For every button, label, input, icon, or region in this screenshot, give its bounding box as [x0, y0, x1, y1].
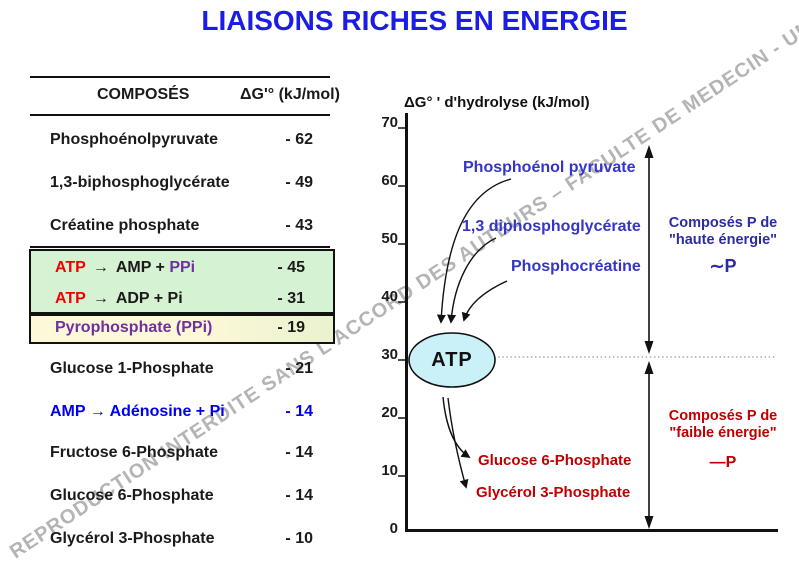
label-glucose6p: Glucose 6-Phosphate: [478, 452, 632, 469]
ppi-highlight-box: [29, 314, 335, 344]
table-header-dg: ΔG'° (kJ/mol): [240, 86, 340, 103]
table-row-value: - 45: [277, 259, 305, 276]
table-row-value: - 62: [285, 131, 313, 148]
products-text: AMP +: [115, 259, 170, 276]
label-diphosphoglycerate: 1,3 diphosphoglycérate: [462, 218, 641, 235]
y-tick-label: 40: [381, 288, 398, 305]
table-row: Glucose 1-Phosphate: [50, 360, 214, 377]
table-row-value: - 14: [285, 444, 313, 461]
table-row: 1,3-biphosphoglycérate: [50, 174, 230, 191]
high-energy-annotation: Composés P de "haute énergie" ∼P: [648, 215, 798, 275]
table-row-value: - 14: [285, 403, 313, 420]
arrows-out-of-atp: [442, 396, 471, 489]
table-mid-rule: [30, 246, 330, 248]
products-text: ADP + Pi: [115, 290, 183, 307]
table-row: Fructose 6-Phosphate: [50, 444, 219, 461]
y-tick-label: 0: [389, 520, 398, 537]
atp-text: ATP: [55, 290, 86, 307]
y-tick-label: 50: [381, 230, 398, 247]
atp-ellipse: [408, 332, 496, 388]
arrowhead-down-icon: [644, 516, 654, 529]
table-header-compounds: COMPOSÉS: [97, 86, 190, 103]
table-header-rule: [30, 114, 330, 116]
label-phosphocreatine: Phosphocréatine: [511, 258, 641, 275]
table-top-rule: [30, 76, 330, 78]
y-tick-label: 60: [381, 172, 398, 189]
high-energy-line2: "haute énergie": [668, 232, 778, 248]
table-row-value: - 31: [277, 290, 305, 307]
atp-to-gly3p-arrow: [447, 397, 469, 489]
table-row-atp-adp: ATP → ADP + Pi: [55, 290, 183, 308]
page-title: LIAISONS RICHES EN ENERGIE: [201, 5, 628, 36]
right-arrow-icon: →: [92, 259, 109, 276]
y-tick-label: 10: [381, 462, 398, 479]
table-row-pyrophosphate: Pyrophosphate (PPi): [55, 319, 213, 336]
high-energy-bond-symbol: ∼P: [709, 256, 737, 276]
label-glycerol3p: Glycérol 3-Phosphate: [476, 484, 631, 501]
table-row: Glucose 6-Phosphate: [50, 487, 214, 504]
table-row-value: - 43: [285, 217, 313, 234]
y-tick-label: 70: [381, 114, 398, 131]
low-energy-line2: "faible énergie": [669, 425, 777, 441]
table-row-value: - 10: [285, 530, 313, 547]
y-axis-title: ΔG° ' d'hydrolyse (kJ/mol): [404, 94, 590, 111]
y-tick-label: 30: [381, 346, 398, 363]
label-phosphoenol-pyruvate: Phosphoénol pyruvate: [463, 159, 636, 176]
table-row-value: - 49: [285, 174, 313, 191]
arrowhead-up-icon: [644, 361, 654, 374]
table-row-value: - 14: [285, 487, 313, 504]
low-energy-annotation: Composés P de "faible énergie" —P: [648, 408, 798, 471]
right-arrow-icon: →: [92, 290, 109, 307]
atp-highlight-box: [29, 249, 335, 314]
table-row: Phosphoénolpyruvate: [50, 131, 219, 148]
arrowhead-up-icon: [644, 145, 654, 158]
low-energy-bond-symbol: —P: [709, 454, 737, 471]
ppi-text: PPi: [169, 259, 196, 276]
dpg-to-atp-arrow: [447, 237, 497, 324]
table-row-amp-hydrolysis: AMP → Adénosine + Pi: [50, 403, 225, 420]
table-row: Créatine phosphate: [50, 217, 200, 234]
table-row-atp-amp: ATP → AMP + PPi: [55, 259, 195, 277]
arrowhead-down-icon: [644, 341, 654, 354]
high-energy-line1: Composés P de: [668, 215, 778, 231]
atp-to-g6p-arrow: [442, 396, 471, 458]
table-row-value: - 19: [277, 319, 305, 336]
pcr-to-atp-arrow: [461, 280, 508, 322]
y-axis-ticks: [398, 127, 405, 477]
atp-label: ATP: [431, 349, 473, 371]
pep-to-atp-arrow: [436, 178, 512, 324]
table-row-value: - 21: [285, 360, 313, 377]
arrows-into-atp: [436, 178, 512, 324]
low-energy-line1: Composés P de: [668, 408, 778, 424]
energy-chart-canvas: [398, 113, 778, 532]
atp-text: ATP: [55, 259, 86, 276]
table-row: Glycérol 3-Phosphate: [50, 530, 215, 547]
y-tick-label: 20: [381, 404, 398, 421]
